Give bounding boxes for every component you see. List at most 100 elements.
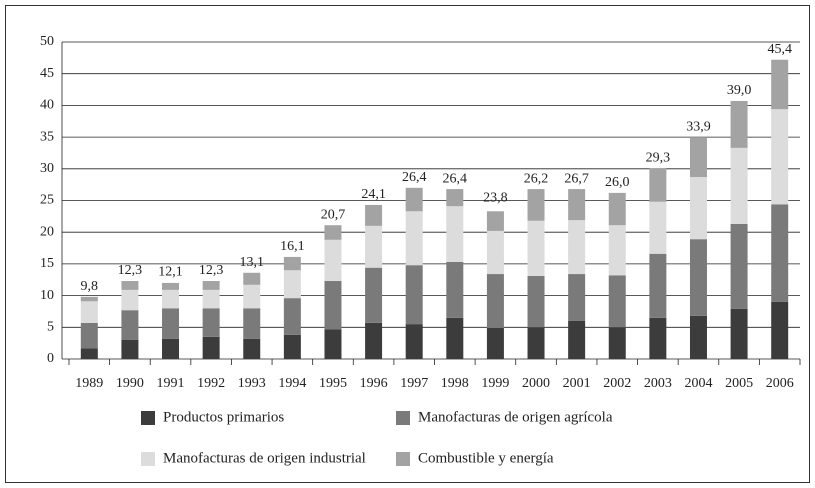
bar-segment [730, 308, 748, 359]
bar-segment [121, 281, 139, 290]
bar-segment [365, 204, 383, 226]
bar-segment [568, 220, 586, 275]
bar-segment [568, 274, 586, 321]
x-tick-label: 2005 [725, 376, 753, 391]
bar-segment [486, 230, 504, 275]
x-tick-label: 1995 [319, 376, 347, 391]
x-tick-label: 2003 [644, 376, 672, 391]
total-label: 45,4 [767, 42, 792, 57]
frame [5, 5, 810, 483]
y-tick-label: 30 [40, 161, 54, 176]
y-tick-label: 45 [40, 66, 54, 81]
bar-segment [324, 239, 342, 282]
x-tick-label: 1999 [481, 376, 509, 391]
bar-segment [771, 204, 789, 302]
x-tick-label: 1997 [400, 376, 428, 391]
y-tick-label: 10 [40, 288, 54, 303]
bar-segment [649, 201, 667, 254]
bar-segment [243, 338, 261, 359]
y-tick-label: 0 [47, 351, 54, 366]
y-tick-label: 20 [40, 224, 54, 239]
bar-segment [365, 322, 383, 359]
bar-segment [689, 239, 707, 316]
bar-segment [243, 284, 261, 309]
total-label: 33,9 [686, 119, 711, 134]
bar-segment [324, 225, 342, 240]
y-tick-label: 35 [40, 129, 54, 144]
bar-segment [324, 281, 342, 330]
y-tick-label: 40 [40, 98, 54, 113]
total-label: 26,2 [524, 171, 549, 186]
legend-label: Manofacturas de origen agrícola [418, 409, 613, 425]
bar-segment [405, 265, 423, 325]
bar-segment [649, 317, 667, 359]
bar-segment [771, 109, 789, 205]
total-label: 26,0 [605, 175, 630, 190]
bar-segment [446, 261, 464, 318]
bar-segment [486, 327, 504, 359]
bar-segment [730, 223, 748, 309]
legend-swatch [396, 452, 410, 466]
y-tick-label: 25 [40, 193, 54, 208]
bar-segment [608, 327, 626, 359]
y-tick-label: 5 [47, 320, 54, 335]
bar-segment [365, 267, 383, 323]
x-tick-label: 2006 [766, 376, 794, 391]
x-tick-label: 2001 [563, 376, 591, 391]
x-tick-label: 1992 [197, 376, 225, 391]
bar-segment [730, 100, 748, 148]
bar-segment [283, 270, 301, 299]
bar-segment [486, 211, 504, 231]
total-label: 23,8 [483, 190, 508, 205]
bar-segment [486, 274, 504, 328]
legend-label: Manofacturas de origen industrial [163, 450, 366, 466]
bar-segment [446, 317, 464, 359]
bar-segment [162, 308, 180, 339]
bar-segment [162, 289, 180, 309]
legend-swatch [396, 411, 410, 425]
x-tick-label: 1996 [360, 376, 388, 391]
bar-segment [649, 168, 667, 202]
x-tick-label: 2000 [522, 376, 550, 391]
bar-segment [771, 59, 789, 110]
total-label: 26,4 [443, 171, 468, 186]
bar-segment [283, 334, 301, 359]
total-label: 12,1 [158, 265, 183, 280]
bar-segment [324, 329, 342, 359]
y-tick-label: 15 [40, 256, 54, 271]
bar-segment [608, 225, 626, 276]
bar-segment [689, 177, 707, 240]
total-label: 12,3 [199, 263, 224, 278]
x-tick-label: 2004 [684, 376, 712, 391]
total-label: 29,3 [646, 150, 671, 165]
total-label: 26,7 [564, 171, 589, 186]
legend-swatch [141, 452, 155, 466]
bar-segment [689, 137, 707, 178]
bar-segment [121, 289, 139, 311]
legend-label: Productos primarios [163, 409, 284, 425]
bar-segment [121, 339, 139, 359]
bar-segment [162, 338, 180, 359]
x-tick-label: 1989 [75, 376, 103, 391]
bar-segment [527, 220, 545, 276]
x-tick-label: 1990 [116, 376, 144, 391]
total-label: 39,0 [727, 83, 752, 98]
bar-segment [568, 189, 586, 221]
bar-segment [365, 225, 383, 268]
bar-segment [162, 282, 180, 290]
y-tick-label: 50 [40, 34, 54, 49]
bar-segment [608, 275, 626, 328]
bar-segment [446, 189, 464, 207]
total-label: 13,1 [240, 255, 265, 270]
bar-segment [202, 336, 220, 359]
bar-segment [202, 289, 220, 309]
bar-segment [568, 320, 586, 359]
bar-segment [202, 308, 220, 337]
total-label: 12,3 [118, 263, 143, 278]
total-label: 26,4 [402, 170, 427, 185]
x-tick-label: 1994 [278, 376, 306, 391]
bar-segment [121, 310, 139, 340]
total-label: 20,7 [321, 207, 346, 222]
bar-segment [405, 324, 423, 359]
